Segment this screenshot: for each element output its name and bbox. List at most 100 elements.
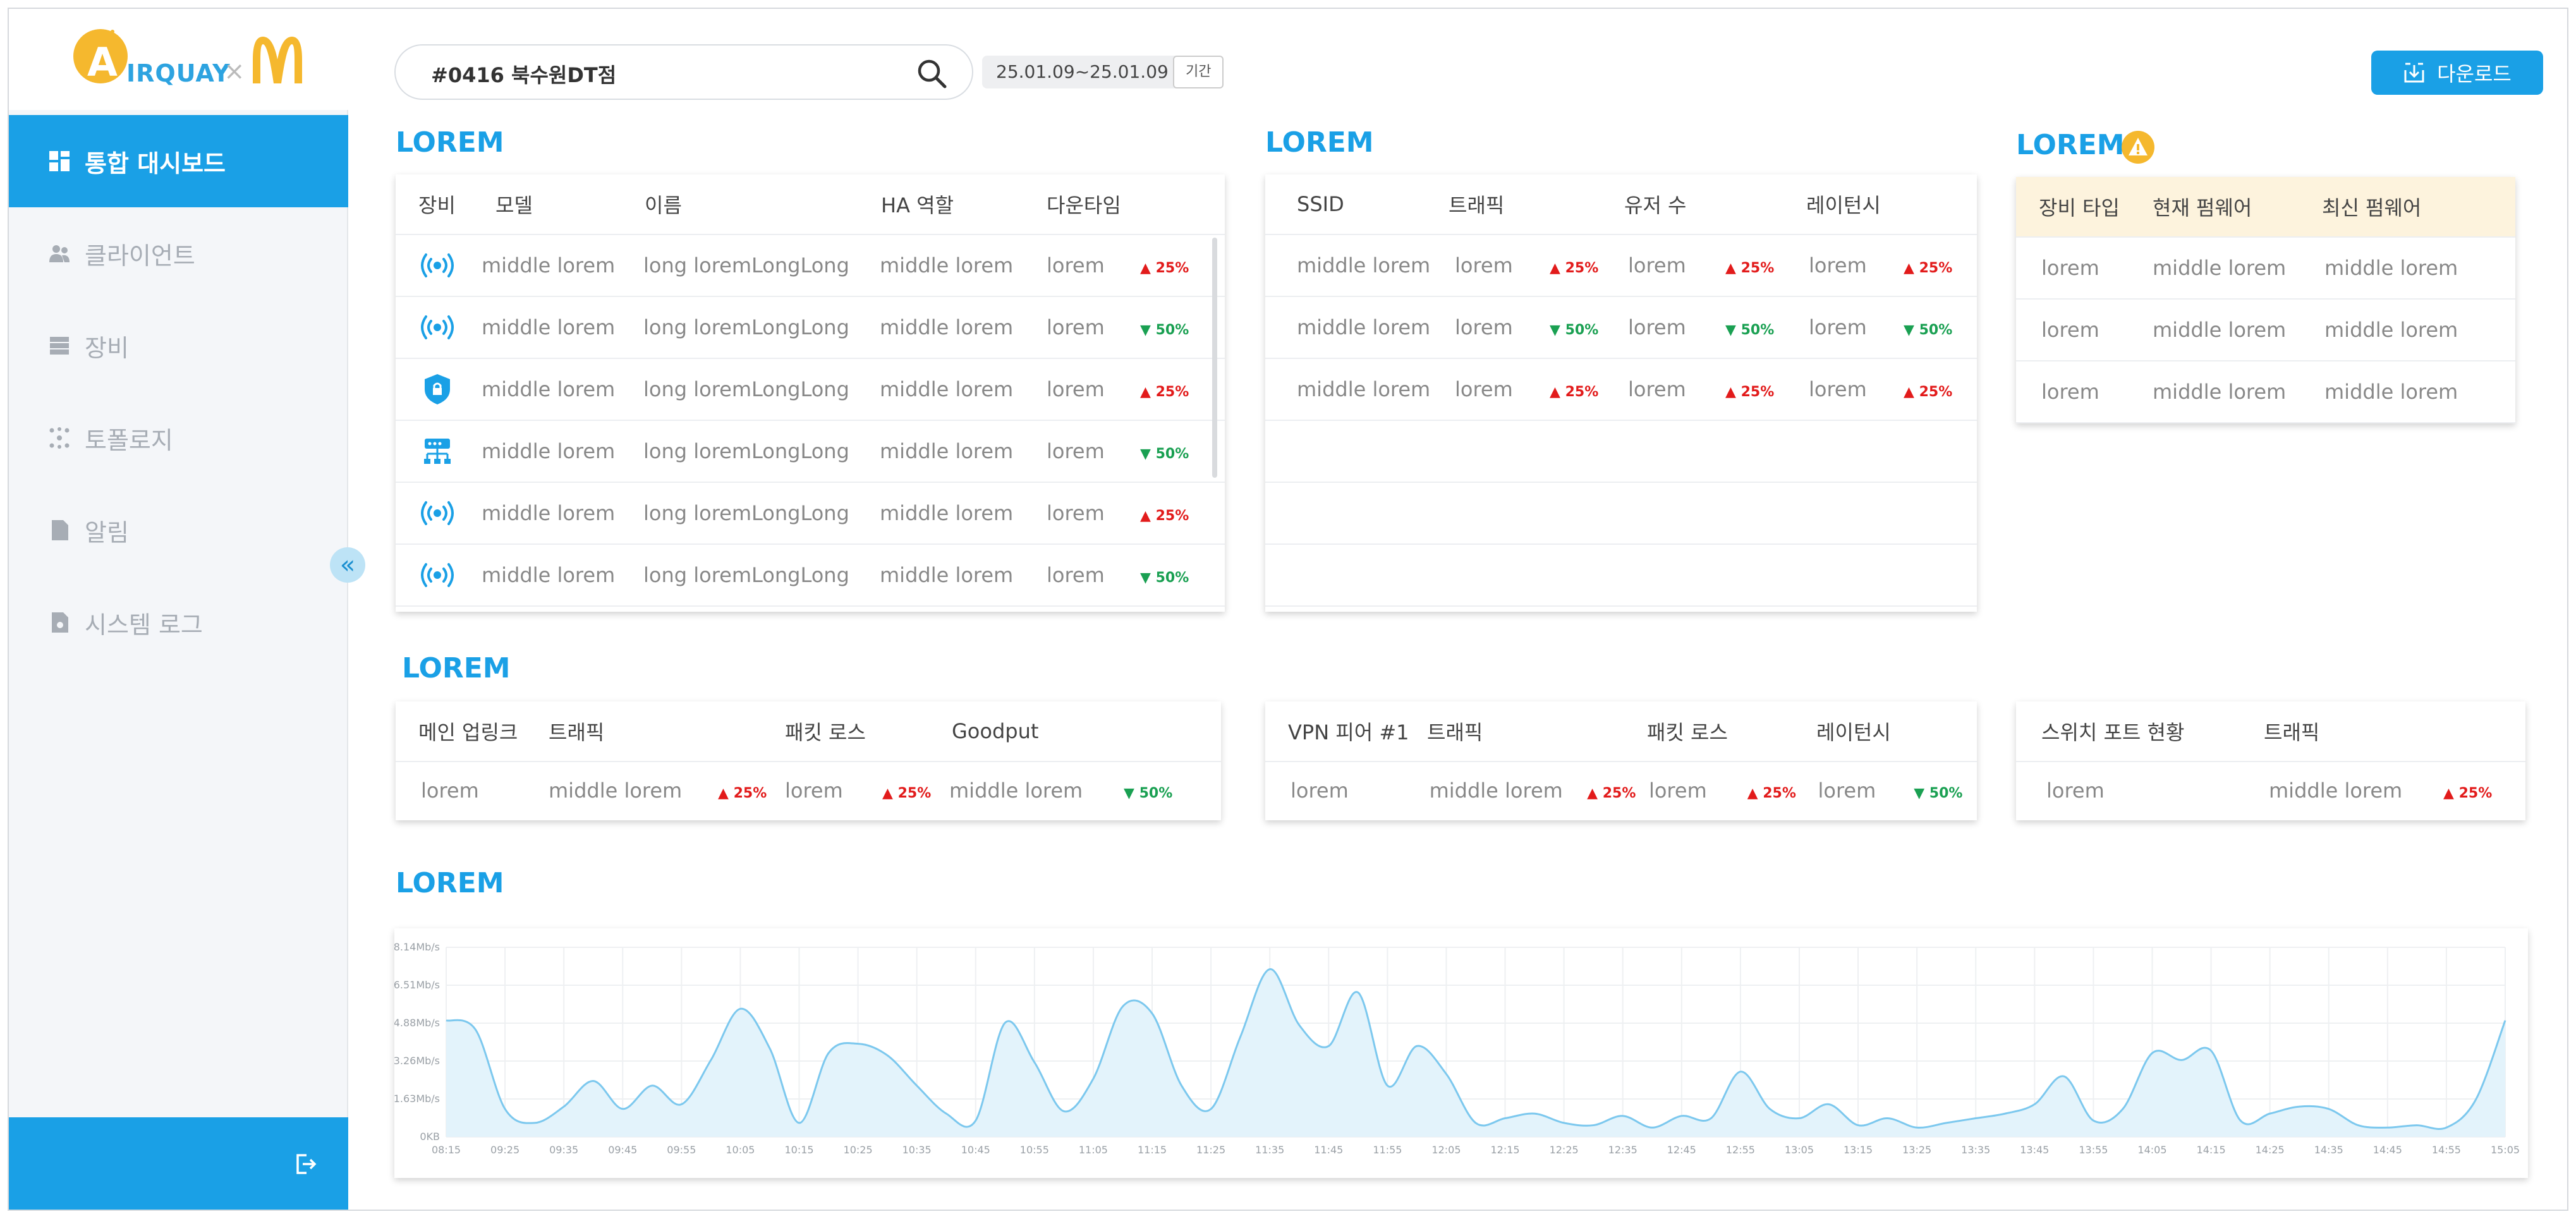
x-tick-label: 14:25: [2256, 1144, 2285, 1156]
column-header: Goodput: [952, 719, 1039, 743]
goodput-change: ▼ 50%: [1124, 779, 1193, 803]
latency-change: ▼ 50%: [1904, 315, 1973, 339]
empty-row: [1265, 421, 1977, 483]
column-header: 모델: [495, 193, 533, 217]
change-value: 50%: [1155, 446, 1189, 462]
device-table-scrollbar[interactable]: [1212, 238, 1217, 478]
trend-down-icon: ▼: [1140, 446, 1156, 462]
sidebar-item-label: 알림: [85, 518, 129, 547]
device-row[interactable]: middle lorem long loremLongLong middle lor…: [396, 545, 1225, 607]
downtime-change: ▼ 50%: [1140, 315, 1210, 339]
column-header: 이름: [645, 193, 682, 217]
trend-down-icon: ▼: [1725, 322, 1741, 338]
column-header: VPN 피어 #1: [1288, 720, 1409, 744]
change-value: 25%: [733, 786, 767, 801]
current-firmware-cell: middle lorem: [2153, 256, 2287, 280]
packet-loss-change: ▲ 25%: [882, 779, 949, 803]
sidebar-item-label: 클라이언트: [85, 241, 195, 270]
trend-up-icon: ▲: [718, 786, 734, 801]
logo-letter: A: [87, 39, 118, 85]
column-header: 트래픽: [1449, 193, 1505, 217]
ssid-row[interactable]: middle lorem lorem ▲ 25% lorem ▲ 25% lorem ▲ 2…: [1265, 235, 1977, 297]
trend-down-icon: ▼: [1140, 322, 1156, 338]
x-tick-label: 12:05: [1431, 1144, 1461, 1156]
search-input[interactable]: #0416 북수원DT점: [431, 63, 617, 87]
uplink-card: 메인 업링크 트래픽 패킷 로스 Goodput lorem middle lorem ▲ …: [396, 701, 1221, 820]
device-row[interactable]: middle lorem long loremLongLong middle lor…: [396, 297, 1225, 359]
change-value: 25%: [1602, 786, 1636, 801]
ha-role-cell: middle lorem: [880, 377, 1014, 401]
x-tick-label: 09:55: [667, 1144, 696, 1156]
warning-triangle-icon: [2122, 131, 2154, 164]
vpn-peer-cell: lorem: [1291, 779, 1349, 803]
device-row[interactable]: middle lorem long loremLongLong middle lor…: [396, 235, 1225, 297]
collapse-sidebar-button[interactable]: «: [330, 547, 365, 583]
x-tick-label: 14:55: [2432, 1144, 2461, 1156]
ssid-row[interactable]: middle lorem lorem ▲ 25% lorem ▲ 25% lorem ▲ 2…: [1265, 359, 1977, 421]
trend-up-icon: ▲: [2443, 786, 2459, 801]
column-header: 장비: [418, 193, 456, 217]
users-cell: lorem: [1628, 315, 1686, 339]
firmware-row[interactable]: lorem middle lorem middle lorem: [2016, 238, 2515, 300]
logout-icon[interactable]: [293, 1151, 318, 1177]
column-header: 장비 타입: [2039, 196, 2120, 220]
name-cell: long loremLongLong: [643, 315, 849, 339]
trend-up-icon: ▲: [1140, 508, 1156, 524]
sidebar-item-0[interactable]: 통합 대시보드: [9, 115, 348, 207]
trend-down-icon: ▼: [1904, 322, 1919, 338]
column-header: 패킷 로스: [1647, 720, 1728, 744]
sidebar-item-2[interactable]: 장비: [9, 300, 348, 392]
firmware-row[interactable]: lorem middle lorem middle lorem: [2016, 300, 2515, 361]
y-tick-label: 4.88Mb/s: [394, 1017, 440, 1029]
store-search-field[interactable]: #0416 북수원DT점: [394, 44, 973, 100]
x-tick-label: 13:15: [1844, 1144, 1873, 1156]
vpn-row[interactable]: lorem middle lorem ▲ 25% lorem ▲ 25% lorem ▼ 5…: [1265, 762, 1977, 819]
column-header: 트래픽: [1427, 720, 1483, 744]
column-header: 현재 펌웨어: [2153, 196, 2252, 220]
logo-text: IRQUAY: [126, 59, 231, 87]
ssid-row[interactable]: middle lorem lorem ▼ 50% lorem ▼ 50% lorem ▼ 5…: [1265, 297, 1977, 359]
uplink-cell: lorem: [421, 779, 479, 803]
firmware-table-header: 장비 타입 현재 펌웨어 최신 펌웨어: [2016, 177, 2515, 238]
users-icon: [49, 245, 70, 262]
x-tick-label: 12:15: [1490, 1144, 1519, 1156]
firmware-row[interactable]: lorem middle lorem middle lorem: [2016, 361, 2515, 423]
vpn-header: VPN 피어 #1 트래픽 패킷 로스 레이턴시: [1265, 701, 1977, 762]
date-range-display[interactable]: 25.01.09~25.01.09: [982, 56, 1182, 88]
x-tick-label: 14:15: [2197, 1144, 2226, 1156]
sidebar-item-3[interactable]: 토폴로지: [9, 392, 348, 484]
x-tick-label: 14:35: [2314, 1144, 2343, 1156]
column-header: HA 역할: [881, 193, 954, 217]
latency-change: ▲ 25%: [1904, 377, 1973, 401]
series-area: [446, 969, 2505, 1137]
dashboard-icon: [49, 151, 70, 171]
x-tick-label: 11:15: [1138, 1144, 1167, 1156]
x-tick-label: 14:05: [2137, 1144, 2166, 1156]
ssid-table-header: SSID 트래픽 유저 수 레이턴시: [1265, 174, 1977, 235]
ha-role-cell: middle lorem: [880, 253, 1014, 277]
trend-up-icon: ▲: [882, 786, 898, 801]
downtime-change: ▲ 25%: [1140, 253, 1210, 277]
change-value: 25%: [1919, 260, 1953, 276]
name-cell: long loremLongLong: [643, 563, 849, 587]
traffic-cell: middle lorem: [1429, 779, 1563, 803]
uplink-row[interactable]: lorem middle lorem ▲ 25% lorem ▲ 25% middle l…: [396, 762, 1221, 819]
column-header: 트래픽: [549, 720, 605, 744]
sidebar-item-1[interactable]: 클라이언트: [9, 207, 348, 300]
latency-cell: lorem: [1809, 253, 1867, 277]
sidebar-item-4[interactable]: 알림: [9, 484, 348, 576]
search-icon[interactable]: [915, 57, 948, 90]
brand-logo[interactable]: A IRQUAY ×: [9, 9, 348, 110]
vpn-card: VPN 피어 #1 트래픽 패킷 로스 레이턴시 lorem middle lorem ▲ …: [1265, 701, 1977, 820]
device-row[interactable]: middle lorem long loremLongLong middle lor…: [396, 359, 1225, 421]
wifi-ap-icon: [418, 308, 456, 346]
sidebar-item-5[interactable]: 시스템 로그: [9, 576, 348, 669]
double-chevron-left-icon: «: [339, 550, 356, 580]
switch-port-row[interactable]: lorem middle lorem ▲ 25%: [2016, 762, 2525, 819]
period-button[interactable]: 기간: [1173, 56, 1224, 88]
download-button[interactable]: 다운로드: [2371, 51, 2543, 95]
device-icon-cell: [418, 556, 482, 594]
device-row[interactable]: middle lorem long loremLongLong middle lor…: [396, 421, 1225, 483]
device-row[interactable]: middle lorem long loremLongLong middle lor…: [396, 483, 1225, 545]
trend-up-icon: ▲: [1140, 260, 1156, 276]
